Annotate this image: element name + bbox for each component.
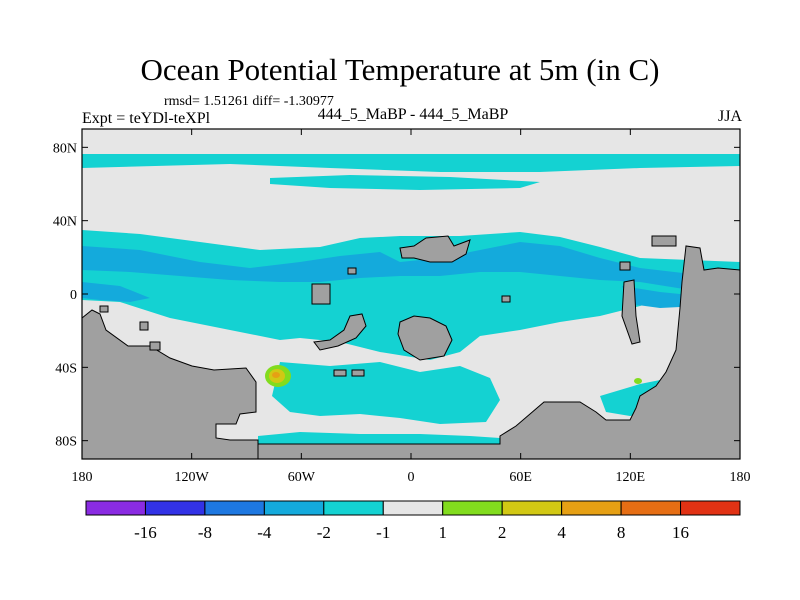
- y-tick-label: 80S: [55, 435, 77, 450]
- axis-labels: 180 120W 60W 0 60E 120E 180 80N 40N 0 40S 80S: [53, 141, 751, 485]
- cyan-band-southern-ocean: [258, 432, 500, 444]
- colorbar-swatch: [442, 500, 503, 516]
- land-small-5: [501, 295, 511, 303]
- land-small-8: [619, 261, 631, 271]
- colorbar-swatch: [680, 500, 741, 516]
- colorbar-label: 16: [672, 523, 689, 542]
- small-green-anomaly: [634, 378, 642, 384]
- colorbar-swatch: [85, 500, 146, 516]
- land-south-america: [82, 309, 259, 459]
- cyan-band-north-pacific: [82, 154, 740, 172]
- land-small-2: [139, 321, 149, 331]
- land-island-africa: [397, 315, 453, 361]
- stats-text: rmsd= 1.51261 diff= -1.30977: [164, 94, 334, 109]
- land-small-3: [149, 341, 161, 351]
- x-tick-label: 60E: [509, 470, 532, 485]
- colorbar-swatch: [144, 500, 206, 516]
- x-tick-label: 120W: [175, 470, 210, 485]
- x-tick-label: 180: [730, 470, 751, 485]
- colorbar-swatch: [561, 500, 622, 516]
- blue-patch-north-pacific: [82, 242, 740, 290]
- case-label: 444_5_MaBP - 444_5_MaBP: [317, 106, 509, 123]
- land-small-1: [99, 305, 109, 313]
- orange-anomaly: [272, 372, 280, 378]
- x-tick-label: 60W: [288, 470, 316, 485]
- land-island-asia: [651, 235, 677, 247]
- colorbar-label: -1: [376, 523, 390, 542]
- blue-patch-east-pacific: [82, 282, 150, 302]
- colorbar-swatch: [501, 500, 563, 516]
- colorbar-label: -4: [257, 523, 272, 542]
- land-antarctica: [257, 245, 740, 459]
- colorbar-swatch: [323, 500, 384, 516]
- colorbar-swatch: [204, 500, 265, 516]
- colorbar-label: 2: [498, 523, 507, 542]
- cyan-band-north-mid: [270, 175, 540, 190]
- colorbar-label: -16: [134, 523, 157, 542]
- land-island-north-africa: [399, 235, 471, 263]
- colorbar-label: -8: [198, 523, 212, 542]
- land-small-6: [333, 369, 347, 377]
- colorbar-label: 8: [617, 523, 626, 542]
- colorbar: [85, 500, 741, 516]
- experiment-label: Expt = teYDl-teXPl: [82, 110, 211, 127]
- map-field: [82, 154, 740, 459]
- colorbar-swatch: [382, 500, 444, 516]
- colorbar-label: -2: [317, 523, 331, 542]
- x-tick-label: 0: [408, 470, 415, 485]
- y-tick-label: 40N: [53, 215, 77, 230]
- y-tick-label: 0: [70, 288, 77, 303]
- y-tick-label: 40S: [55, 361, 77, 376]
- chart-title: Ocean Potential Temperature at 5m (in C): [140, 52, 660, 87]
- cyan-band-south-atlantic: [272, 362, 500, 424]
- colorbar-label: 1: [438, 523, 447, 542]
- x-tick-label: 180: [72, 470, 93, 485]
- land-island-australia-bar: [621, 279, 641, 345]
- colorbar-swatch: [620, 500, 682, 516]
- x-tick-label: 120E: [616, 470, 646, 485]
- colorbar-labels: -16 -8 -4 -2 -1 1 2 4 8 16: [134, 523, 689, 542]
- colorbar-swatch: [263, 500, 325, 516]
- land-small-4: [347, 267, 357, 275]
- colorbar-label: 4: [557, 523, 566, 542]
- season-label: JJA: [717, 108, 742, 125]
- land-chain-mid: [313, 313, 367, 351]
- y-tick-label: 80N: [53, 141, 77, 156]
- land-island-atlantic: [311, 283, 331, 305]
- land-small-7: [351, 369, 365, 377]
- axis-ticks: [81, 129, 741, 459]
